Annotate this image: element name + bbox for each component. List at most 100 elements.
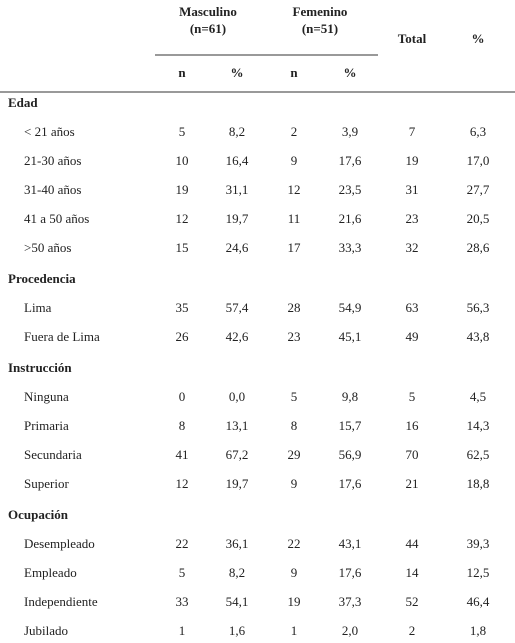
row-label: 31-40 años: [24, 182, 81, 197]
cell: 8,2: [229, 565, 245, 580]
cell: 67,2: [226, 447, 249, 462]
cell: 24,6: [226, 240, 249, 255]
cell: 42,6: [226, 329, 249, 344]
cell: 23,5: [339, 182, 362, 197]
cell: 15: [176, 240, 189, 255]
cell: 19: [406, 153, 419, 168]
cell: 19: [288, 594, 301, 609]
cell: 33,3: [339, 240, 362, 255]
header-pct: %: [472, 31, 485, 46]
cell: 20,5: [467, 211, 490, 226]
section-title: Procedencia: [8, 271, 76, 286]
cell: 43,1: [339, 536, 362, 551]
row-label: 21-30 años: [24, 153, 81, 168]
cell: 0: [179, 389, 186, 404]
cell: 12: [176, 211, 189, 226]
cell: 1,6: [229, 623, 246, 638]
subheader: %: [344, 65, 357, 80]
cell: 28,6: [467, 240, 490, 255]
cell: 27,7: [467, 182, 490, 197]
cell: 5: [179, 565, 186, 580]
cell: 12: [288, 182, 301, 197]
cell: 39,3: [467, 536, 490, 551]
cell: 15,7: [339, 418, 362, 433]
row-label: Ninguna: [24, 389, 69, 404]
cell: 9: [291, 565, 298, 580]
cell: 46,4: [467, 594, 490, 609]
cell: 8: [179, 418, 186, 433]
section-title: Ocupación: [8, 507, 69, 522]
header-masculino: Masculino: [179, 4, 237, 19]
row-label: < 21 años: [24, 124, 75, 139]
cell: 19: [176, 182, 189, 197]
cell: 11: [288, 211, 301, 226]
cell: 63: [406, 300, 419, 315]
cell: 52: [406, 594, 419, 609]
cell: 44: [406, 536, 420, 551]
cell: 8: [291, 418, 298, 433]
cell: 22: [288, 536, 301, 551]
cell: 10: [176, 153, 189, 168]
section-title: Edad: [8, 95, 38, 110]
cell: 2: [291, 124, 298, 139]
row-label: Superior: [24, 476, 69, 491]
subheader: n: [290, 65, 298, 80]
section-title: Instrucción: [8, 360, 72, 375]
header-femenino: Femenino: [293, 4, 348, 19]
cell: 23: [406, 211, 419, 226]
cell: 16,4: [226, 153, 249, 168]
cell: 17,6: [339, 153, 362, 168]
cell: 9,8: [342, 389, 358, 404]
cell: 8,2: [229, 124, 245, 139]
cell: 1,8: [470, 623, 486, 638]
cell: 17,0: [467, 153, 490, 168]
subheader: %: [231, 65, 244, 80]
cell: 12: [176, 476, 189, 491]
cell: 5: [291, 389, 298, 404]
cell: 1: [179, 623, 186, 638]
row-label: Fuera de Lima: [24, 329, 100, 344]
cell: 13,1: [226, 418, 249, 433]
header-total: Total: [398, 31, 427, 46]
cell: 57,4: [226, 300, 249, 315]
row-label: Independiente: [24, 594, 98, 609]
cell: 28: [288, 300, 301, 315]
cell: 5: [179, 124, 186, 139]
cell: 45,1: [339, 329, 362, 344]
cell: 19,7: [226, 476, 249, 491]
cell: 33: [176, 594, 189, 609]
row-label: Secundaria: [24, 447, 82, 462]
cell: 18,8: [467, 476, 490, 491]
cell: 56,9: [339, 447, 362, 462]
row-label: 41 a 50 años: [24, 211, 89, 226]
row-label: Jubilado: [24, 623, 68, 638]
cell: 6,3: [470, 124, 486, 139]
row-label: Desempleado: [24, 536, 95, 551]
row-label: Lima: [24, 300, 52, 315]
subheader: n: [178, 65, 186, 80]
header-masculino-n: (n=61): [190, 21, 226, 36]
cell: 32: [406, 240, 419, 255]
header-femenino-n: (n=51): [302, 21, 338, 36]
cell: 5: [409, 389, 416, 404]
cell: 1: [291, 623, 298, 638]
cell: 31: [406, 182, 419, 197]
cell: 17: [288, 240, 302, 255]
cell: 9: [291, 476, 298, 491]
cell: 21,6: [339, 211, 362, 226]
cell: 22: [176, 536, 189, 551]
cell: 43,8: [467, 329, 490, 344]
cell: 54,9: [339, 300, 362, 315]
cell: 3,9: [342, 124, 358, 139]
row-label: Empleado: [24, 565, 77, 580]
row-label: Primaria: [24, 418, 69, 433]
cell: 49: [406, 329, 419, 344]
cell: 26: [176, 329, 190, 344]
cell: 17,6: [339, 565, 362, 580]
cell: 21: [406, 476, 419, 491]
cell: 14: [406, 565, 420, 580]
cell: 0,0: [229, 389, 245, 404]
cell: 7: [409, 124, 416, 139]
cell: 35: [176, 300, 189, 315]
